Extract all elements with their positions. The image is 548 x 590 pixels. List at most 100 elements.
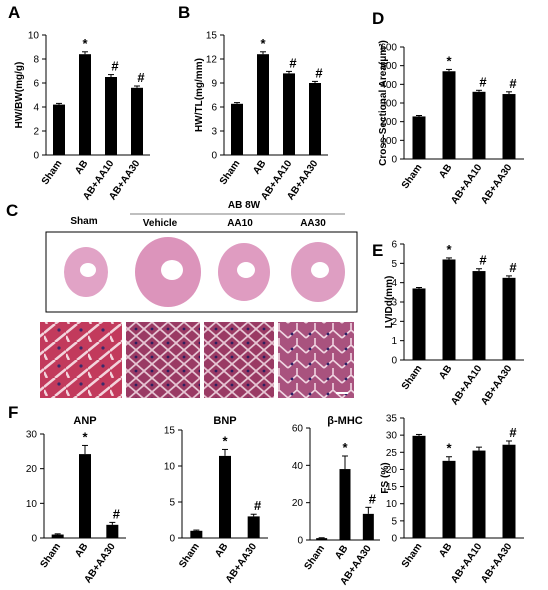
y-tick-label: 20 xyxy=(386,465,398,476)
histology-image-aa10 xyxy=(204,322,274,398)
y-tick-label: 0 xyxy=(391,356,397,367)
panel-label: B xyxy=(178,3,190,22)
bar xyxy=(131,87,143,155)
y-tick-label: 10 xyxy=(164,462,176,473)
bar xyxy=(309,83,321,155)
y-tick-label: 400 xyxy=(380,80,397,91)
y-tick-label: 200 xyxy=(380,117,397,128)
y-tick-label: 20 xyxy=(292,498,304,509)
category-label: Sham xyxy=(40,158,65,187)
significance-mark: # xyxy=(509,425,517,440)
bar xyxy=(257,54,269,156)
bar xyxy=(79,454,91,538)
y-tick-label: 40 xyxy=(292,461,304,472)
category-label: AB+AA30 xyxy=(479,162,515,206)
significance-mark: # xyxy=(254,498,262,513)
y-tick-label: 2 xyxy=(33,127,39,138)
y-tick-label: 25 xyxy=(386,448,398,459)
y-tick-label: 500 xyxy=(380,61,397,72)
category-label: AB xyxy=(437,162,454,180)
y-tick-label: 0 xyxy=(31,534,37,545)
category-label: AB xyxy=(333,543,350,561)
y-axis-label: Cross-Sectional Area(μm²) xyxy=(378,40,389,166)
y-tick-label: 5 xyxy=(169,498,175,509)
chart-a: A0246810HW/BW(mg/g)Sham*AB#AB+AA10#AB+AA… xyxy=(8,3,150,202)
bar xyxy=(106,524,119,538)
category-label: AB xyxy=(437,541,454,559)
category-label: Sham xyxy=(177,541,202,570)
y-tick-label: 0 xyxy=(33,151,39,162)
bar xyxy=(231,103,243,155)
significance-mark: # xyxy=(137,70,145,85)
bar xyxy=(502,94,516,159)
bar xyxy=(442,259,456,360)
bar xyxy=(472,91,486,159)
significance-mark: * xyxy=(446,441,452,456)
y-tick-label: 2 xyxy=(391,317,397,328)
y-axis-label: HW/TL(mg/mm) xyxy=(194,58,205,132)
bar xyxy=(442,460,456,538)
chart-b: B03691215HW/TL(mg/mm)Sham*AB#AB+AA10#AB+… xyxy=(178,3,328,202)
histology-image-aa30 xyxy=(278,322,354,398)
y-tick-label: 3 xyxy=(391,298,397,309)
histology-image-vehicle xyxy=(126,322,200,398)
bar xyxy=(219,455,231,538)
heart-section-sham xyxy=(64,247,108,297)
significance-mark: # xyxy=(479,253,487,268)
bar xyxy=(53,104,65,155)
category-label: AB+AA30 xyxy=(479,363,515,407)
panel-label: A xyxy=(8,3,20,22)
heart-section-aa10 xyxy=(218,243,270,301)
y-tick-label: 600 xyxy=(380,43,397,54)
y-tick-label: 0 xyxy=(391,534,397,545)
y-tick-label: 15 xyxy=(386,482,398,493)
chart-title: β-MHC xyxy=(327,415,362,427)
bar xyxy=(412,116,426,159)
bar xyxy=(51,534,64,538)
significance-mark: * xyxy=(260,36,266,51)
category-label: AB xyxy=(73,158,90,176)
y-tick-label: 6 xyxy=(211,103,217,114)
category-label: Sham xyxy=(400,162,425,191)
column-group-header: AB 8W xyxy=(228,200,261,211)
bar xyxy=(362,513,374,540)
y-tick-label: 6 xyxy=(33,79,39,90)
bar xyxy=(339,469,351,540)
category-label: Sham xyxy=(400,363,425,392)
y-tick-label: 35 xyxy=(386,414,398,425)
y-tick-label: 300 xyxy=(380,99,397,110)
y-tick-label: 30 xyxy=(26,430,38,441)
y-tick-label: 5 xyxy=(391,259,397,270)
panel-label: E xyxy=(372,241,383,260)
bar xyxy=(105,77,117,155)
category-label: AB xyxy=(251,158,268,176)
y-axis-label: LVIDd(mm) xyxy=(384,276,395,329)
y-tick-label: 30 xyxy=(386,431,398,442)
significance-mark: * xyxy=(82,429,88,444)
y-tick-label: 6 xyxy=(391,240,397,251)
column-header-aa10: AA10 xyxy=(227,218,253,229)
category-label: AB xyxy=(73,541,90,559)
y-tick-label: 60 xyxy=(292,424,304,435)
bar xyxy=(316,538,328,540)
significance-mark: # xyxy=(289,55,297,70)
y-axis-label: HW/BW(mg/g) xyxy=(14,62,25,129)
bar xyxy=(442,71,456,159)
column-header-vehicle: Vehicle xyxy=(143,218,178,229)
bar xyxy=(283,73,295,155)
column-header-sham: Sham xyxy=(70,216,97,227)
y-tick-label: 1 xyxy=(391,336,397,347)
significance-mark: * xyxy=(342,440,348,455)
category-label: Sham xyxy=(400,541,425,570)
chart-title: ANP xyxy=(73,415,96,427)
y-tick-label: 15 xyxy=(206,31,218,42)
heart-section-vehicle xyxy=(135,237,201,307)
panel-label: D xyxy=(372,9,384,28)
y-tick-label: 0 xyxy=(297,536,303,547)
y-tick-label: 4 xyxy=(33,103,39,114)
y-tick-label: 100 xyxy=(380,136,397,147)
